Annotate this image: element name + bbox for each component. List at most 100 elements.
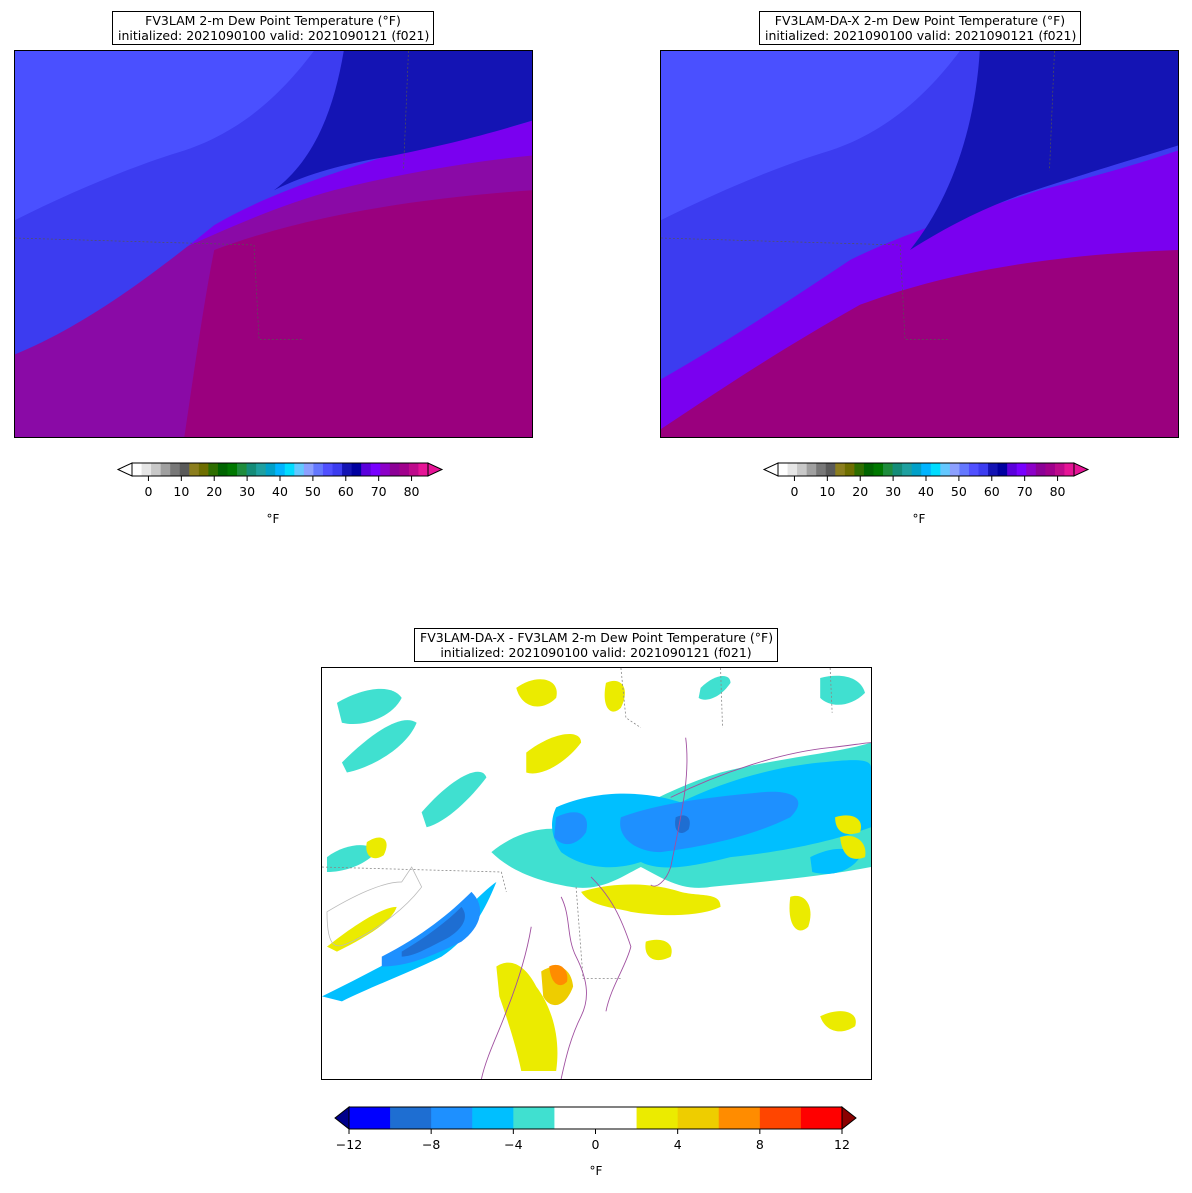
panel1-colorbar-segment: [160, 463, 171, 476]
panel1-colorbar-segment: [208, 463, 219, 476]
panel3-darkblue-1: [401, 906, 465, 957]
panel1-colorbar-segment: [361, 463, 372, 476]
panel1-border-3: [403, 51, 409, 171]
panel3-colorbar-segment: [390, 1107, 432, 1129]
panel2-colorbar-segment: [1016, 463, 1027, 476]
panel3-yellow-10: [820, 1011, 856, 1032]
panel1-colorbar-segment: [132, 463, 143, 476]
panel3-blue-2: [381, 891, 481, 967]
panel3-colorbar-segment: [554, 1107, 596, 1129]
panel1-colorbar-tick-label: 80: [404, 484, 420, 499]
panel3-colorbar-segment: [472, 1107, 514, 1129]
panel1-colorbar-segment: [151, 463, 162, 476]
panel1-colorbar-segment: [313, 463, 324, 476]
panel3-yellow-patches: [326, 679, 866, 1072]
panel3-colorbar-segment: [431, 1107, 473, 1129]
panel1-colorbar-segment: [237, 463, 248, 476]
panel3-colorbar-tick-label: −8: [422, 1137, 440, 1152]
panel2-colorbar-tick-label: 70: [1017, 484, 1033, 499]
panel3-colorbar: −12 −8 −4 0 4 8 12: [334, 1105, 857, 1152]
panel1-colorbar-segment: [294, 463, 305, 476]
panel2-colorbar-segment: [778, 463, 789, 476]
panel2-colorbar-segment: [1054, 463, 1065, 476]
panel1-colorbar-segment: [246, 463, 257, 476]
panel3-yellow-11: [840, 835, 866, 859]
panel2-colorbar-segment: [921, 463, 932, 476]
panel1-colorbar-segment: [179, 463, 190, 476]
panel1-colorbar-segment: [399, 463, 410, 476]
panel3-yellow-9: [835, 815, 862, 835]
panel3-state-border-2: [575, 886, 621, 979]
panel1-colorbar-segment: [141, 463, 152, 476]
panel3-colorbar-segment: [677, 1107, 720, 1129]
panel1-colorbar-segment: [380, 463, 391, 476]
panel2-colorbar-tick-label: 60: [984, 484, 1000, 499]
panel1-colorbar-segment: [265, 463, 276, 476]
panel2-border-2: [899, 244, 950, 340]
panel2-title: FV3LAM-DA-X 2-m Dew Point Temperature (°…: [759, 11, 1081, 45]
panel1-title: FV3LAM 2-m Dew Point Temperature (°F) in…: [112, 11, 434, 45]
panel1-colorbar-segment: [322, 463, 334, 476]
panel3-colorbar-segment: [349, 1107, 391, 1129]
panel3-colorbar-tick-label: 0: [592, 1137, 600, 1152]
panel1-colorbar-extend-low: [116, 462, 133, 477]
panel2-colorbar-segment: [949, 463, 960, 476]
panel2-colorbar-segment: [902, 463, 913, 476]
panel3-yellow-5: [496, 962, 558, 1072]
panel3-coast-3: [650, 737, 688, 887]
panel3-difference-field: [322, 668, 871, 1079]
panel3-map: [321, 667, 872, 1080]
panel3-yellow-3: [604, 680, 625, 712]
panel1-fill-lightblue: [15, 51, 314, 221]
panel2-colorbar-segment: [1026, 463, 1037, 476]
panel3-colorbar-tick-label: 4: [674, 1137, 682, 1152]
panel2-colorbar-tick-label: 30: [885, 484, 901, 499]
panel2-colorbar-tick-label: 80: [1050, 484, 1066, 499]
panel3-coast-1: [560, 896, 587, 1079]
panel3-teal-7: [820, 675, 866, 705]
panel1-colorbar-tick-label: 60: [338, 484, 354, 499]
panel1-title-line1: FV3LAM 2-m Dew Point Temperature (°F): [145, 13, 401, 28]
panel1-colorbar-segment: [256, 463, 267, 476]
panel1-colorbar-segment: [418, 463, 429, 476]
panel2-colorbar-segment: [854, 463, 865, 476]
panel1-colorbar-segment: [342, 463, 353, 476]
panel2-colorbar-segment: [959, 463, 970, 476]
panel3-yellow-7: [645, 939, 672, 961]
panel3-teal-4: [326, 845, 377, 873]
panel1-map: [14, 50, 533, 438]
panel3-colorbar-tick-label: −12: [336, 1137, 362, 1152]
panel2-colorbar: 0 10 20 30 40 50 60 70 80: [762, 462, 1090, 499]
panel3-colorbar-extend-low: [334, 1105, 350, 1131]
panel2-colorbar-segment: [1045, 463, 1056, 476]
panel1-colorbar-tick-label: 20: [206, 484, 222, 499]
panel1-colorbar-tick-label: 30: [239, 484, 255, 499]
panel2-map: [660, 50, 1179, 438]
panel3-colorbar-tick-label: 12: [834, 1137, 850, 1152]
panel1-colorbar-tick-label: 50: [305, 484, 321, 499]
panel1-colorbar-extend-high: [427, 462, 444, 477]
panel1-colorbar-segment: [227, 463, 238, 476]
panel3-colorbar-segment: [718, 1107, 761, 1129]
panel3-state-border-1: [322, 866, 507, 893]
panel2-colorbar-segment: [930, 463, 941, 476]
panel3-borders: [322, 668, 871, 1079]
panel1-colorbar-segment: [370, 463, 381, 476]
panel3-colorbar-tick-label: −4: [504, 1137, 522, 1152]
panel3-yellow-2: [526, 733, 582, 774]
panel1-colorbar-segment: [275, 463, 286, 476]
panel3-title-line1: FV3LAM-DA-X - FV3LAM 2-m Dew Point Tempe…: [420, 630, 774, 645]
panel3-teal-3: [421, 771, 487, 828]
panel1-colorbar-tick-label: 10: [173, 484, 189, 499]
panel1-colorbar-segment: [303, 463, 314, 476]
panel2-colorbar-segment: [1064, 463, 1075, 476]
panel2-colorbar-segment: [806, 463, 817, 476]
panel3-colorbar-extend-high: [841, 1105, 857, 1131]
panel2-colorbar-segment: [825, 463, 836, 476]
panel1-colorbar: 0 10 20 30 40 50 60 70 80: [116, 462, 444, 499]
panel3-yellow-6: [581, 884, 721, 916]
panel3-lake-outline: [326, 866, 423, 947]
panel3-teal-1: [336, 688, 402, 725]
panel1-border-2: [253, 244, 304, 340]
panel3-yellow-8: [789, 895, 811, 931]
